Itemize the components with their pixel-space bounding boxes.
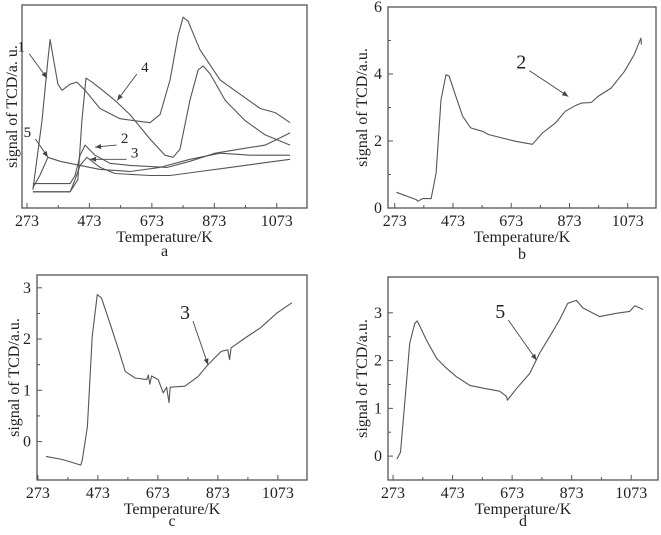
series-line-3: [45, 293, 293, 466]
y-axis-label: signal of TCD/a.u.: [354, 319, 371, 438]
x-axis-label: Temperature/K: [124, 501, 221, 518]
y-tick-label: 4: [374, 66, 382, 83]
arrowhead-icon: [203, 358, 209, 365]
panel-caption: c: [168, 513, 175, 530]
x-tick-label: 473: [441, 213, 465, 230]
panel-caption: d: [519, 513, 527, 530]
curve-label: 4: [141, 60, 149, 76]
plot-frame: [387, 6, 657, 209]
x-axis-label: Temperature/K: [116, 229, 213, 246]
x-tick-label: 273: [381, 485, 405, 502]
plot-frame: [36, 274, 308, 481]
y-axis-label: signal of TCD/a.u.: [354, 48, 371, 167]
annotation-arrow: [529, 70, 569, 97]
x-tick-label: 673: [499, 213, 523, 230]
series-line-2: [32, 132, 291, 185]
x-axis-label: Temperature/K: [474, 229, 571, 246]
y-tick-label: 0: [23, 434, 31, 451]
curve-label: 3: [131, 145, 139, 161]
x-tick-label: 1073: [261, 213, 293, 230]
panel-c: 273 473 673 873 1073 0 1 2 3 Temperature/K signal …: [6, 274, 308, 530]
y-tick-label: 0: [374, 448, 382, 465]
curve-label: 2: [121, 131, 129, 147]
plot-frame: [387, 276, 659, 481]
x-tick-label: 473: [77, 213, 101, 230]
panel-a: 273 473 673 873 1073 Temperature/K signal of T…: [4, 4, 308, 260]
series-line-4: [32, 65, 291, 193]
x-tick-label: 873: [557, 213, 581, 230]
arrowhead-icon: [531, 353, 537, 361]
x-tick-label: 673: [500, 485, 524, 502]
y-tick-label: 2: [374, 353, 382, 370]
x-tick-label: 473: [441, 485, 465, 502]
y-tick-label: 0: [374, 200, 382, 217]
panel-caption: a: [161, 243, 168, 260]
y-tick-label: 1: [23, 382, 31, 399]
y-axis-label: signal of TCD/a.u.: [6, 318, 23, 437]
panel-caption: b: [518, 246, 526, 263]
x-tick-label: 1073: [262, 485, 294, 502]
annotation-arrow: [192, 320, 209, 365]
arrowhead-icon: [117, 94, 123, 101]
series-line-2: [396, 37, 642, 202]
arrowhead-icon: [41, 71, 47, 79]
y-tick-label: 1: [374, 400, 382, 417]
x-tick-label: 873: [560, 485, 584, 502]
x-tick-label: 473: [86, 485, 110, 502]
panel-b: 273 473 673 873 1073 0 2 4 6 Temperature/K signal …: [354, 0, 657, 263]
x-tick-label: 673: [146, 485, 170, 502]
x-tick-label: 273: [15, 213, 39, 230]
curve-label: 5: [495, 301, 505, 323]
plot-frame: [21, 4, 308, 209]
y-tick-label: 2: [374, 133, 382, 150]
annotation-arrow: [507, 319, 537, 361]
x-tick-label: 273: [26, 485, 50, 502]
x-tick-label: 873: [202, 213, 226, 230]
panel-d: 273 473 673 873 1073 0 1 2 3 Temperature/K signal …: [354, 276, 659, 530]
series-line-3: [32, 156, 291, 193]
curve-label: 2: [516, 52, 526, 74]
x-tick-label: 873: [206, 485, 230, 502]
series-line-5: [396, 299, 644, 460]
y-tick-label: 2: [23, 331, 31, 348]
arrowhead-icon: [90, 156, 97, 162]
y-tick-label: 3: [23, 280, 31, 297]
y-tick-label: 6: [374, 0, 382, 16]
x-tick-label: 673: [140, 213, 164, 230]
arrowhead-icon: [561, 91, 569, 97]
curve-label: 1: [17, 40, 25, 56]
y-tick-label: 3: [374, 305, 382, 322]
series-line-5: [32, 152, 291, 188]
arrowhead-icon: [42, 150, 48, 158]
x-tick-label: 1073: [612, 213, 644, 230]
x-tick-label: 1073: [615, 485, 647, 502]
arrowhead-icon: [95, 144, 102, 150]
x-tick-label: 273: [383, 213, 407, 230]
curve-label: 3: [180, 302, 190, 324]
y-axis-label: signal of TCD/a. u.: [4, 45, 21, 168]
curve-label: 5: [24, 125, 32, 141]
x-axis-label: Temperature/K: [475, 501, 572, 518]
